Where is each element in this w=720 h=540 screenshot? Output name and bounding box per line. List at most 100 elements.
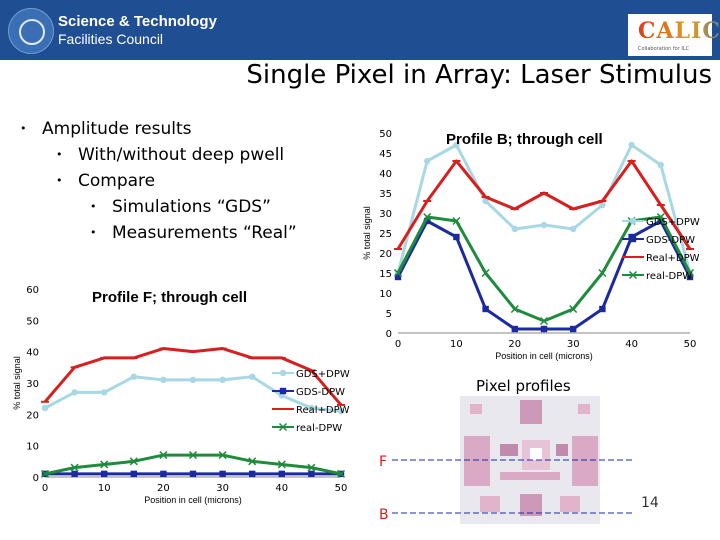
bullet-list: • Amplitude results • With/without deep pw… xyxy=(20,116,297,246)
data-point xyxy=(628,141,635,149)
data-point xyxy=(278,422,288,432)
y-tick-label: 30 xyxy=(26,379,39,390)
data-point xyxy=(570,225,577,233)
data-point xyxy=(629,217,637,225)
data-point xyxy=(249,470,256,478)
y-tick-label: 20 xyxy=(26,410,39,421)
y-tick-label: 0 xyxy=(386,329,392,340)
data-point xyxy=(248,457,257,466)
data-point xyxy=(424,157,431,165)
y-tick-label: 40 xyxy=(26,348,39,359)
chart-title: Profile B; through cell xyxy=(446,131,603,148)
data-point xyxy=(452,216,461,226)
x-tick-label: 10 xyxy=(450,339,463,350)
data-point xyxy=(40,469,50,478)
data-point xyxy=(540,325,548,333)
pixel-block xyxy=(530,448,542,460)
org-name-line2: Facilities Council xyxy=(58,31,164,47)
y-tick-label: 10 xyxy=(26,442,39,453)
data-point xyxy=(599,201,606,209)
slide-title: Single Pixel in Array: Laser Stimulus xyxy=(246,60,712,90)
data-point xyxy=(130,470,137,478)
x-tick-label: 0 xyxy=(395,339,401,350)
profile-f-marker: F xyxy=(379,454,387,470)
pixel-block xyxy=(464,436,490,486)
y-tick-label: 5 xyxy=(386,309,392,320)
x-tick-label: 40 xyxy=(625,339,638,350)
legend-entry: Real+DPW xyxy=(296,405,350,416)
y-tick-label: 30 xyxy=(379,209,392,220)
data-point xyxy=(482,305,489,313)
data-point xyxy=(540,221,548,229)
y-tick-label: 60 xyxy=(26,285,39,296)
data-point xyxy=(628,270,638,280)
pixel-block xyxy=(560,496,580,512)
data-point xyxy=(539,316,549,326)
y-tick-label: 0 xyxy=(33,473,39,484)
data-point xyxy=(279,387,287,395)
data-point xyxy=(685,268,695,278)
profile-b-marker: B xyxy=(379,507,389,523)
calice-subtitle: Collaboration for ILC xyxy=(638,46,690,52)
x-tick-label: 40 xyxy=(275,483,288,494)
data-point xyxy=(160,376,167,384)
data-point xyxy=(423,212,432,222)
legend-entry: real-DPW xyxy=(646,271,692,282)
chart-profile-b: 0 5 10 15 20 25 30 35 40 45 50 0 10 20 30 40 50 Profile B… xyxy=(362,129,700,361)
data-point xyxy=(336,469,346,478)
data-point xyxy=(510,304,519,314)
data-point xyxy=(100,460,109,469)
data-point xyxy=(189,470,197,478)
pixel-block xyxy=(500,444,518,456)
pixel-block xyxy=(500,472,560,480)
data-point xyxy=(218,451,227,460)
data-point xyxy=(657,217,664,225)
pixel-profiles-label: Pixel profiles xyxy=(476,377,571,395)
org-name-line1: Science & Technology xyxy=(58,13,217,30)
bullet-item: • Simulations “GDS” xyxy=(90,197,271,217)
x-tick-label: 20 xyxy=(157,483,170,494)
y-axis-label: % total signal xyxy=(12,356,22,410)
data-point xyxy=(453,233,460,241)
data-point xyxy=(394,273,402,281)
data-point xyxy=(424,217,431,225)
data-point xyxy=(482,197,489,205)
pixel-block xyxy=(480,496,500,512)
data-point xyxy=(101,470,108,478)
y-tick-label: 45 xyxy=(379,149,392,160)
stfc-logo-icon xyxy=(8,8,54,54)
data-point xyxy=(599,305,606,313)
data-point xyxy=(481,268,490,278)
pixel-block xyxy=(572,436,598,486)
data-point xyxy=(570,325,577,333)
legend-entry: GDS+DPW xyxy=(646,217,700,228)
y-tick-label: 50 xyxy=(26,316,39,327)
data-point xyxy=(307,463,316,472)
data-point xyxy=(160,470,167,478)
data-point xyxy=(189,376,197,384)
x-tick-label: 50 xyxy=(335,483,348,494)
y-tick-label: 15 xyxy=(379,269,392,280)
x-tick-label: 0 xyxy=(42,483,48,494)
data-point xyxy=(277,460,286,469)
x-tick-label: 50 xyxy=(684,339,697,350)
data-point xyxy=(159,451,168,460)
data-point xyxy=(656,212,665,222)
page-number: 14 xyxy=(641,495,659,511)
data-point xyxy=(188,451,198,460)
y-tick-label: 25 xyxy=(379,229,392,240)
calice-logo: CALICE Collaboration for ILC xyxy=(628,14,720,56)
data-point xyxy=(511,325,518,333)
legend-entry: GDS+DPW xyxy=(296,369,350,380)
data-point xyxy=(71,389,78,396)
data-point xyxy=(393,268,403,278)
y-tick-label: 10 xyxy=(379,289,392,300)
data-point xyxy=(101,389,108,396)
bullet-item: • Amplitude results xyxy=(20,119,192,139)
x-tick-label: 30 xyxy=(216,483,229,494)
pixel-pad xyxy=(578,404,590,414)
pixel-pad xyxy=(470,404,482,414)
data-point xyxy=(308,470,315,478)
data-point xyxy=(279,369,287,377)
